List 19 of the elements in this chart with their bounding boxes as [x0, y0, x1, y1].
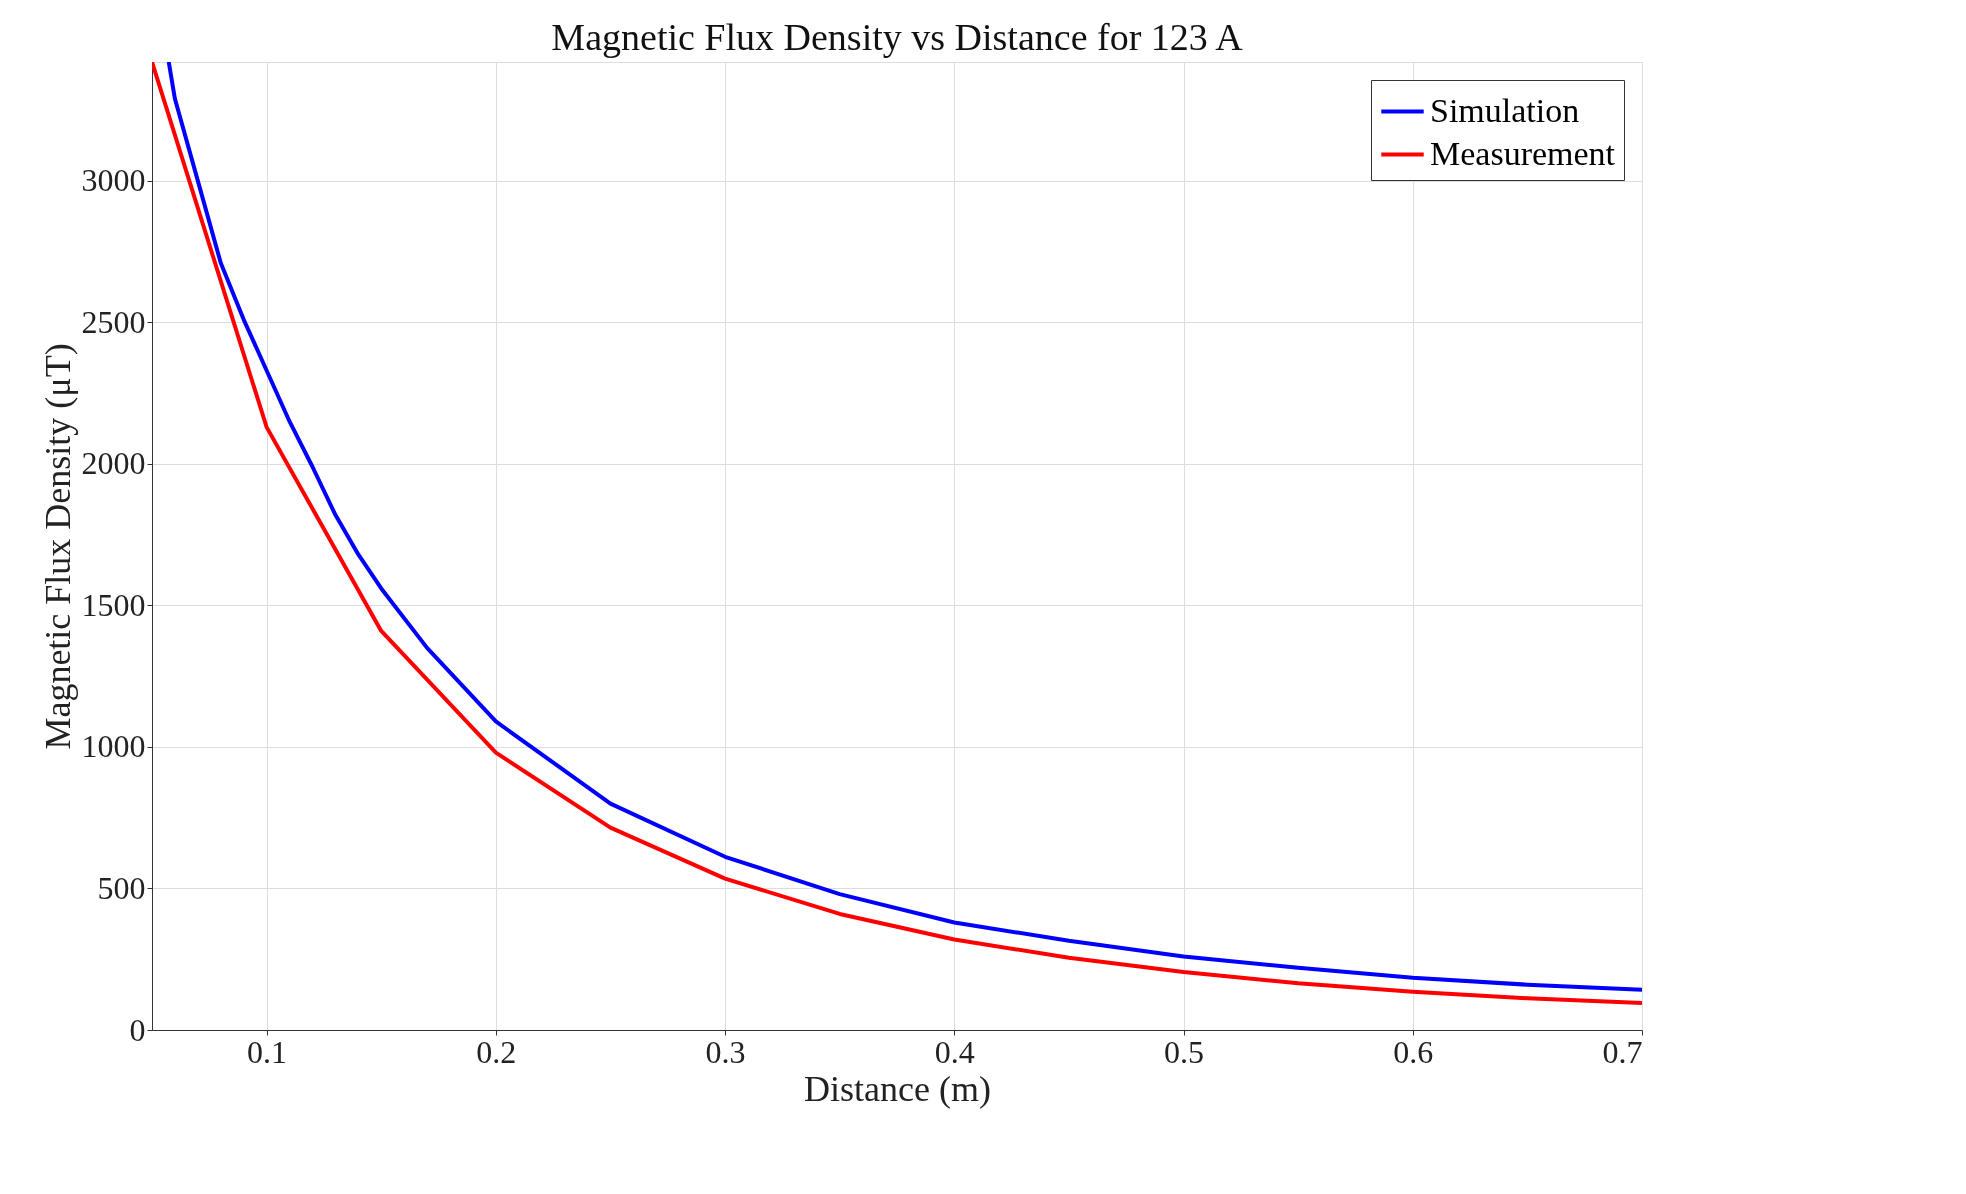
- y-tick-label: 500: [97, 869, 146, 906]
- y-axis-title: Magnetic Flux Density (μT): [37, 343, 78, 750]
- y-tick-label: 1500: [81, 586, 146, 623]
- y-tick-label: 3000: [81, 162, 146, 199]
- legend-label: Simulation: [1430, 91, 1580, 129]
- y-tick-label: 2000: [81, 445, 146, 482]
- chart-title: Magnetic Flux Density vs Distance for 123 A: [551, 16, 1244, 58]
- x-tick-label: 0.4: [934, 1033, 975, 1070]
- y-tick-label: 1000: [81, 728, 146, 765]
- x-tick-label: 0.1: [247, 1033, 288, 1070]
- x-tick-label: 0.3: [705, 1033, 746, 1070]
- x-tick-label: 0.2: [476, 1033, 517, 1070]
- x-tick-label: 0.5: [1164, 1033, 1205, 1070]
- x-axis-title: Distance (m): [804, 1068, 991, 1109]
- y-tick-label: 0: [129, 1011, 146, 1048]
- x-tick-label: 0.6: [1393, 1033, 1434, 1070]
- y-tick-label: 2500: [81, 303, 146, 340]
- legend-label: Measurement: [1430, 134, 1616, 172]
- x-tick-label: 0.7: [1602, 1033, 1643, 1070]
